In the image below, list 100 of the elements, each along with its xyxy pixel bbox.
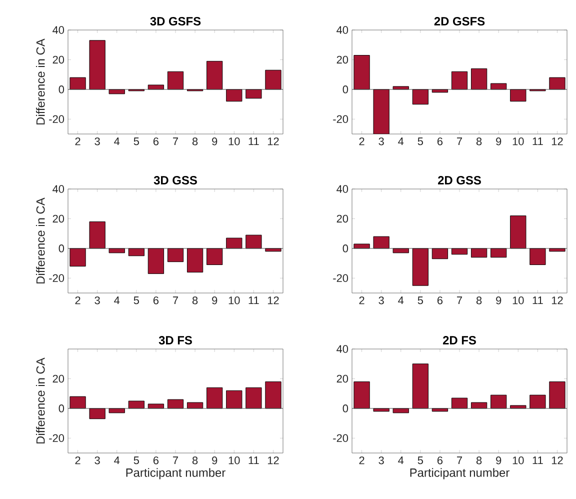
x-tick-label: 2 <box>359 138 364 146</box>
x-tick-label: 8 <box>476 138 482 146</box>
y-tick-label: 40 <box>52 185 64 193</box>
x-tick-label: 6 <box>153 138 159 146</box>
bar <box>412 364 428 409</box>
bar <box>246 234 262 249</box>
x-tick-label: 11 <box>248 138 259 146</box>
bar <box>70 248 86 267</box>
chart-title: 3D GSFS <box>150 17 201 26</box>
y-tick-label: 0 <box>58 86 64 94</box>
bar <box>148 248 164 274</box>
y-axis-title: Difference in CA <box>36 198 45 284</box>
bar <box>167 399 184 409</box>
x-tick-label: 12 <box>552 456 563 464</box>
bar <box>510 89 526 102</box>
x-axis-title: Participant number <box>126 468 226 480</box>
bar <box>412 248 428 286</box>
x-tick-label: 3 <box>378 296 384 304</box>
x-tick-label: 10 <box>228 138 240 146</box>
bar <box>226 89 242 102</box>
bar <box>490 248 507 258</box>
x-tick-label: 6 <box>153 296 159 304</box>
x-tick-label: 5 <box>134 456 139 464</box>
bar <box>70 396 86 409</box>
y-axis-title: Difference in CA <box>36 358 45 444</box>
bar <box>470 248 488 258</box>
bar <box>549 77 566 90</box>
y-tick-label: -20 <box>49 274 64 282</box>
bar <box>549 381 566 409</box>
bar <box>226 238 242 249</box>
x-tick-label: 5 <box>418 138 423 146</box>
x-tick-label: 5 <box>418 296 423 304</box>
y-tick-label: -20 <box>49 115 64 124</box>
x-tick-label: 4 <box>114 138 120 146</box>
bar <box>470 68 488 90</box>
x-tick-label: 3 <box>94 296 100 304</box>
bar <box>530 248 546 266</box>
bar <box>167 71 184 90</box>
bar <box>128 400 144 409</box>
x-tick-label: 7 <box>457 138 462 146</box>
x-tick-label: 11 <box>532 456 543 464</box>
x-tick-label: 5 <box>134 296 139 304</box>
y-tick-label: 40 <box>336 26 348 34</box>
y-tick-label: 20 <box>336 374 348 383</box>
chart-title: 2D GSS <box>438 176 481 184</box>
bar <box>186 248 204 272</box>
bar <box>490 394 507 409</box>
x-tick-label: 10 <box>512 456 524 464</box>
x-tick-label: 10 <box>228 296 240 304</box>
bar <box>265 381 282 409</box>
chart-title: 2D FS <box>442 336 476 344</box>
x-tick-label: 3 <box>378 138 384 146</box>
bar <box>89 40 106 90</box>
x-tick-label: 11 <box>248 296 259 304</box>
bar <box>206 248 223 266</box>
x-tick-label: 8 <box>476 296 482 304</box>
bar <box>70 77 86 90</box>
x-tick-label: 8 <box>476 456 482 464</box>
x-tick-label: 3 <box>94 456 100 464</box>
x-tick-label: 8 <box>192 456 198 464</box>
bar <box>470 402 488 409</box>
x-tick-label: 8 <box>192 296 198 304</box>
x-tick-label: 7 <box>173 456 178 464</box>
x-tick-label: 11 <box>248 456 259 464</box>
bar <box>167 248 184 262</box>
x-tick-label: 10 <box>228 456 240 464</box>
x-tick-label: 11 <box>532 296 543 304</box>
bar <box>412 89 428 105</box>
x-tick-label: 2 <box>75 296 80 304</box>
bar <box>373 236 390 249</box>
bar <box>490 83 507 90</box>
x-tick-label: 2 <box>359 296 364 304</box>
chart-title: 3D FS <box>158 336 192 345</box>
x-tick-label: 12 <box>268 138 279 146</box>
bar <box>265 70 282 90</box>
x-tick-label: 6 <box>437 296 443 304</box>
x-tick-label: 2 <box>75 138 80 146</box>
bar <box>148 404 164 409</box>
y-tick-label: 20 <box>336 214 348 223</box>
bar <box>226 390 242 409</box>
x-tick-label: 6 <box>437 138 443 146</box>
bar <box>89 221 106 249</box>
x-tick-label: 5 <box>418 456 423 464</box>
x-tick-label: 4 <box>114 456 120 464</box>
x-tick-label: 7 <box>173 138 178 146</box>
y-tick-label: -20 <box>333 274 348 282</box>
y-tick-label: 40 <box>336 345 348 353</box>
bar <box>432 248 448 260</box>
x-tick-label: 9 <box>212 456 218 464</box>
y-tick-label: 0 <box>342 86 348 94</box>
x-tick-label: 12 <box>552 296 563 304</box>
x-tick-label: 3 <box>94 138 100 146</box>
y-tick-label: -20 <box>333 115 348 124</box>
y-tick-label: -20 <box>49 434 64 442</box>
x-tick-label: 4 <box>398 296 404 304</box>
y-tick-label: 20 <box>52 214 64 223</box>
x-tick-label: 4 <box>114 296 120 304</box>
x-tick-label: 8 <box>192 138 198 146</box>
bar <box>354 244 370 249</box>
x-tick-label: 3 <box>378 456 384 464</box>
